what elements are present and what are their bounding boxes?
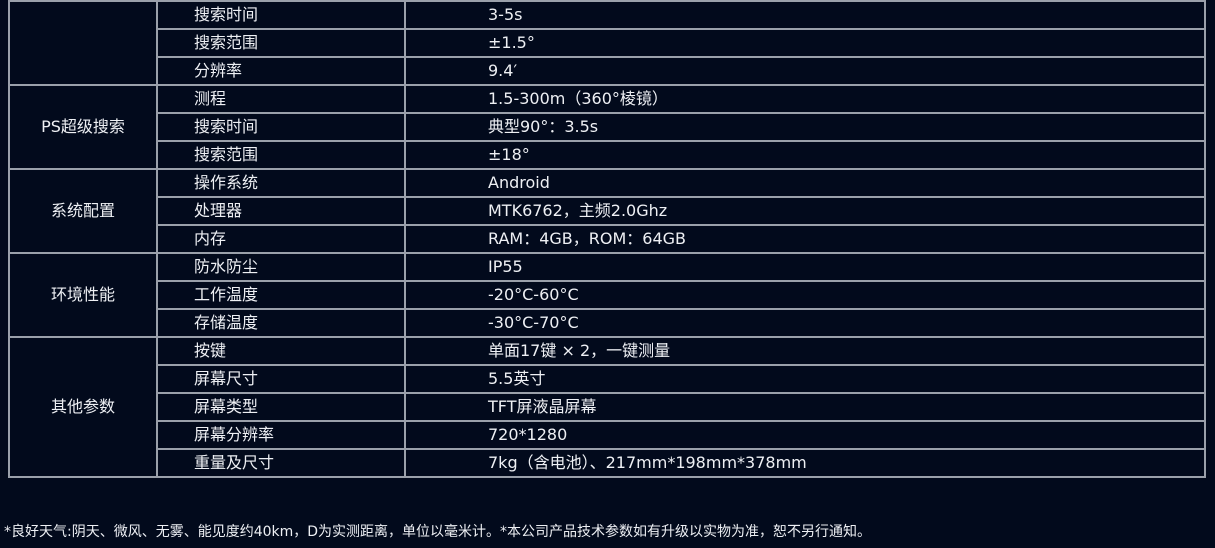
spec-value: RAM：4GB，ROM：64GB	[404, 224, 1206, 254]
spec-value: 1.5-300m（360°棱镜）	[404, 84, 1206, 114]
spec-value: 7kg（含电池）、217mm*198mm*378mm	[404, 448, 1206, 478]
spec-value: IP55	[404, 252, 1206, 282]
table-row: 分辨率 9.4′	[9, 56, 1206, 86]
spec-value: MTK6762，主频2.0Ghz	[404, 196, 1206, 226]
spec-key: 分辨率	[156, 56, 406, 86]
spec-value: -20°C-60°C	[404, 280, 1206, 310]
group-label: 其他参数	[8, 336, 158, 478]
spec-key: 搜索时间	[156, 112, 406, 142]
spec-value: 9.4′	[404, 56, 1206, 86]
spec-value: ±18°	[404, 140, 1206, 170]
spec-key: 测程	[156, 84, 406, 114]
table-row: 重量及尺寸 7kg（含电池）、217mm*198mm*378mm	[9, 448, 1206, 478]
spec-value: 720*1280	[404, 420, 1206, 450]
group-label: 系统配置	[8, 168, 158, 254]
spec-key: 操作系统	[156, 168, 406, 198]
spec-key: 搜索时间	[156, 0, 406, 30]
spec-value: Android	[404, 168, 1206, 198]
table-row: 环境性能 防水防尘 IP55	[8, 252, 1206, 338]
table-row: 搜索范围 ±1.5°	[9, 28, 1206, 58]
table-row: 存储温度 -30°C-70°C	[9, 308, 1206, 338]
spec-key: 内存	[156, 224, 406, 254]
table-row: 工作温度 -20°C-60°C	[9, 280, 1206, 310]
group-label	[8, 0, 158, 86]
spec-key: 屏幕类型	[156, 392, 406, 422]
table-row: 其他参数 按键 单面17键 × 2，一键测量	[8, 336, 1206, 478]
spec-value: -30°C-70°C	[404, 308, 1206, 338]
spec-key: 存储温度	[156, 308, 406, 338]
spec-key: 重量及尺寸	[156, 448, 406, 478]
spec-value: 3-5s	[404, 0, 1206, 30]
table-row: 内存 RAM：4GB，ROM：64GB	[9, 224, 1206, 254]
spec-key: 搜索范围	[156, 28, 406, 58]
spec-key: 工作温度	[156, 280, 406, 310]
spec-value: 单面17键 × 2，一键测量	[404, 336, 1206, 366]
table-row: 屏幕分辨率 720*1280	[9, 420, 1206, 450]
spec-key: 搜索范围	[156, 140, 406, 170]
spec-table: 搜索时间 3-5s 搜索范围 ±1.5° 分辨率 9.4′ PS超级搜索 测程 1.5-300m…	[8, 0, 1206, 478]
footnote: *良好天气:阴天、微风、无雾、能见度约40km，D为实测距离，单位以毫米计。*本…	[4, 524, 872, 540]
spec-key: 处理器	[156, 196, 406, 226]
spec-value: 5.5英寸	[404, 364, 1206, 394]
table-row: 搜索时间 3-5s	[8, 0, 1206, 86]
spec-value: TFT屏液晶屏幕	[404, 392, 1206, 422]
table-row: 屏幕类型 TFT屏液晶屏幕	[9, 392, 1206, 422]
table-row: 处理器 MTK6762，主频2.0Ghz	[9, 196, 1206, 226]
table-row: 搜索范围 ±18°	[9, 140, 1206, 170]
spec-key: 屏幕分辨率	[156, 420, 406, 450]
table-row: PS超级搜索 测程 1.5-300m（360°棱镜）	[8, 84, 1206, 170]
spec-key: 按键	[156, 336, 406, 366]
spec-value: 典型90°：3.5s	[404, 112, 1206, 142]
spec-key: 防水防尘	[156, 252, 406, 282]
group-label: PS超级搜索	[8, 84, 158, 170]
spec-value: ±1.5°	[404, 28, 1206, 58]
table-row: 系统配置 操作系统 Android	[8, 168, 1206, 254]
spec-key: 屏幕尺寸	[156, 364, 406, 394]
table-row: 屏幕尺寸 5.5英寸	[9, 364, 1206, 394]
group-label: 环境性能	[8, 252, 158, 338]
table-row: 搜索时间 典型90°：3.5s	[9, 112, 1206, 142]
